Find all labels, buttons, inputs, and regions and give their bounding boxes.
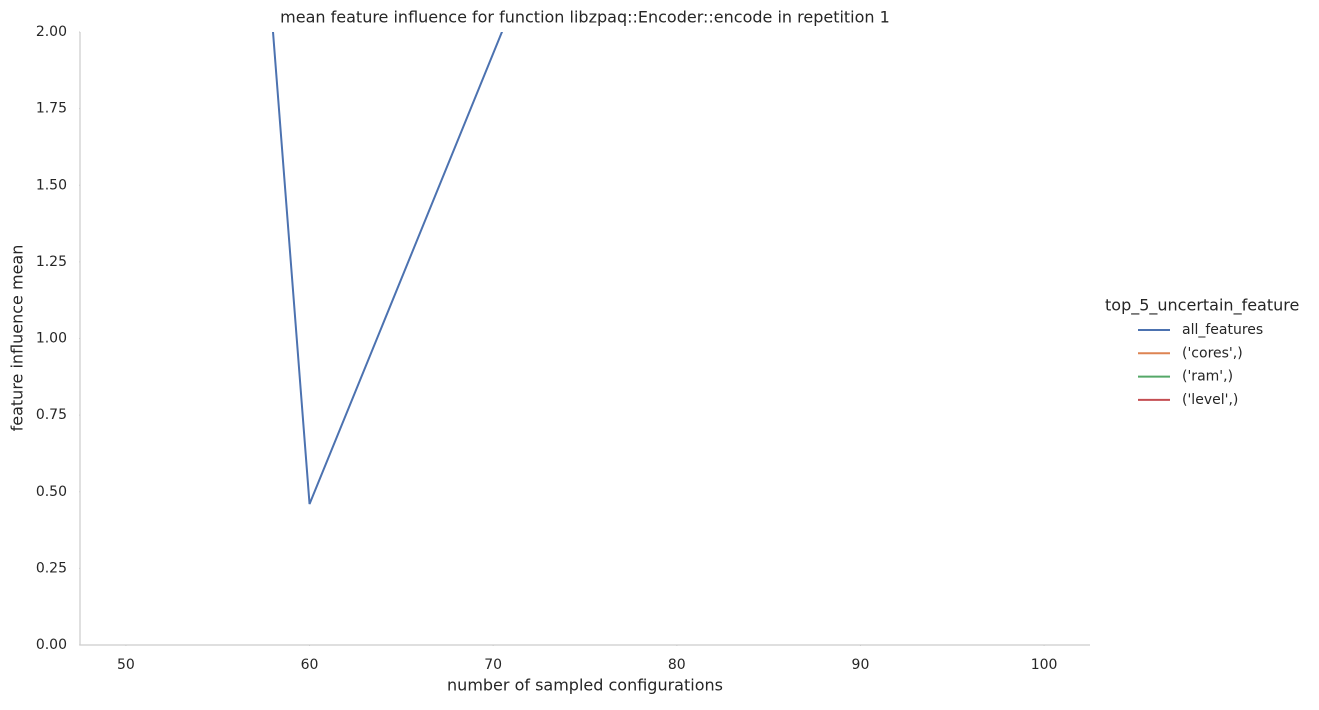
y-axis-label: feature influence mean — [8, 245, 27, 432]
y-tick-label: 0.25 — [36, 560, 67, 576]
legend-label: all_features — [1182, 322, 1263, 338]
x-tick-label: 80 — [668, 657, 686, 673]
y-tick-label: 2.00 — [36, 24, 67, 40]
x-tick-label: 60 — [301, 657, 319, 673]
x-axis-label: number of sampled configurations — [447, 676, 723, 695]
y-tick-label: 1.75 — [36, 101, 67, 117]
plot-area — [272, 32, 504, 505]
legend-label: ('ram',) — [1182, 369, 1233, 385]
x-tick-label: 70 — [484, 657, 502, 673]
y-tick-label: 0.50 — [36, 484, 67, 500]
y-tick-label: 0.75 — [36, 407, 67, 423]
legend-label: ('cores',) — [1182, 345, 1243, 361]
series-line — [272, 32, 504, 505]
y-tick-label: 1.00 — [36, 331, 67, 347]
y-tick-label: 1.25 — [36, 254, 67, 270]
x-tick-label: 100 — [1031, 657, 1058, 673]
y-tick-label: 1.50 — [36, 177, 67, 193]
x-tick-label: 90 — [852, 657, 870, 673]
chart-title: mean feature influence for function libz… — [280, 8, 890, 27]
legend-title: top_5_uncertain_feature — [1105, 296, 1299, 316]
y-tick-label: 0.00 — [36, 637, 67, 653]
legend-label: ('level',) — [1182, 392, 1238, 408]
x-tick-label: 50 — [117, 657, 135, 673]
